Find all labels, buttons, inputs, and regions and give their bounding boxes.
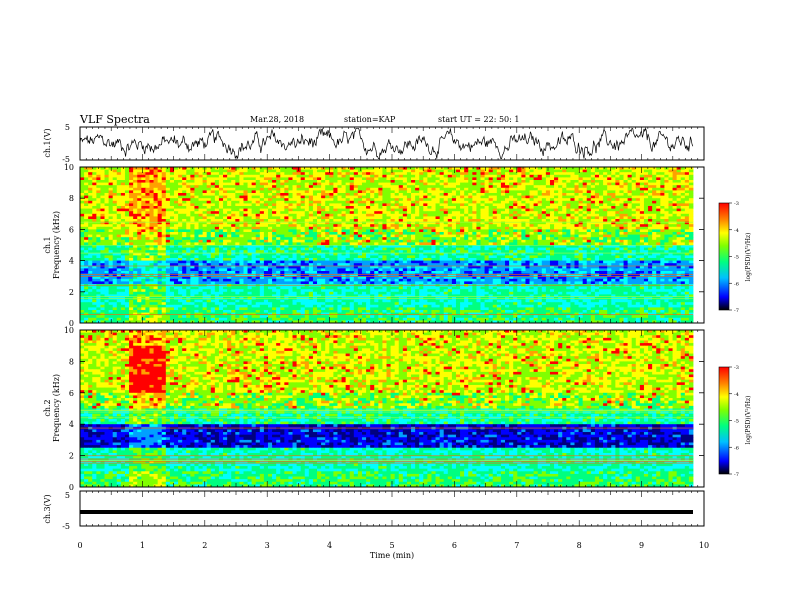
colorbar-tick-label: -3 [734,201,739,207]
ch2-colorbar-label: log(PSD)(V²/Hz) [745,396,752,445]
colorbar-tick-label: -6 [734,281,739,287]
ch3-ytick-bottom: -5 [62,522,70,531]
time-tick-label: 0 [77,541,82,550]
freq-tick-label: 10 [64,326,74,335]
ch2-spec-ylabel-channel: ch.2 [43,399,52,416]
ch1-ytick-top: 5 [65,123,70,132]
ch1-spectrogram-image [80,167,694,324]
ch2-spectrogram-image [80,330,694,488]
colorbar-tick-label: -6 [734,445,739,451]
ch1-ylabel: ch.1(V) [43,128,52,157]
time-tick-label: 1 [140,541,145,550]
time-tick-label: 7 [514,541,519,550]
ch2-spec-ylabel-frequency: Frequency (kHz) [52,374,61,442]
freq-tick-label: 4 [69,420,74,429]
date-label: Mar.28, 2018 [250,115,304,124]
time-tick-label: 3 [265,541,270,550]
colorbar-tick-label: -3 [734,365,739,371]
freq-tick-label: 10 [64,163,74,172]
start-time-label: start UT = 22: 50: 1 [438,115,519,124]
ch1-spectrogram-panel: 0 2 4 6 8 10 ch.1 Frequency (kHz) [43,163,705,328]
ch3-ytick-top: 5 [65,491,70,500]
ch1-colorbar-ticks: -3 -4 -5 -6 -7 [729,201,739,314]
freq-tick-label: 6 [69,389,74,398]
colorbar-tick-label: -5 [734,255,739,261]
freq-tick-label: 2 [69,452,74,461]
figure-title: VLF Spectra [79,113,150,126]
ch2-frequency-axis: 0 2 4 6 8 10 [64,326,704,492]
freq-tick-label: 2 [69,288,74,297]
ch1-colorbar: -3 -4 -5 -6 -7 log(PSD)(V²/Hz) [718,201,752,314]
ch2-colorbar-ticks: -3 -4 -5 -6 -7 [729,365,739,478]
time-tick-label: 10 [699,541,709,550]
time-tick-label: 2 [202,541,207,550]
colorbar-tick-label: -4 [734,228,739,234]
freq-tick-label: 0 [69,483,74,492]
ch2-spectrogram-panel: 0 2 4 6 8 10 ch.2 Frequency (kHz) [43,326,705,492]
freq-tick-label: 0 [69,319,74,328]
ch2-colorbar: -3 -4 -5 -6 -7 log(PSD)(V²/Hz) [718,365,752,478]
time-tick-label: 8 [577,541,582,550]
ch1-colorbar-label: log(PSD)(V²/Hz) [745,233,752,282]
ch1-ytick-bottom: -5 [62,155,70,164]
time-tick-label: 6 [452,541,457,550]
ch1-frequency-axis: 0 2 4 6 8 10 [64,163,704,328]
colorbar-tick-label: -4 [734,392,739,398]
time-axis-ticks [79,127,705,526]
ch1-waveform-line [80,127,694,160]
time-tick-label: 9 [639,541,644,550]
freq-tick-label: 4 [69,257,74,266]
freq-tick-label: 6 [69,225,74,234]
station-label: station=KAP [344,115,396,124]
time-tick-label: 4 [327,541,332,550]
freq-tick-label: 8 [69,194,74,203]
colorbar-tick-label: -7 [734,308,739,314]
ch1-spec-ylabel-frequency: Frequency (kHz) [52,211,61,279]
ch3-ylabel: ch.3(V) [43,494,52,523]
colorbar-tick-label: -7 [734,472,739,478]
colorbar-tick-label: -5 [734,419,739,425]
time-axis-labels: 0 1 2 3 4 5 6 7 8 9 10 [77,541,709,550]
time-axis-title: Time (min) [370,551,414,560]
freq-tick-label: 8 [69,357,74,366]
time-tick-label: 5 [389,541,394,550]
ch1-spec-ylabel-channel: ch.1 [43,236,52,253]
